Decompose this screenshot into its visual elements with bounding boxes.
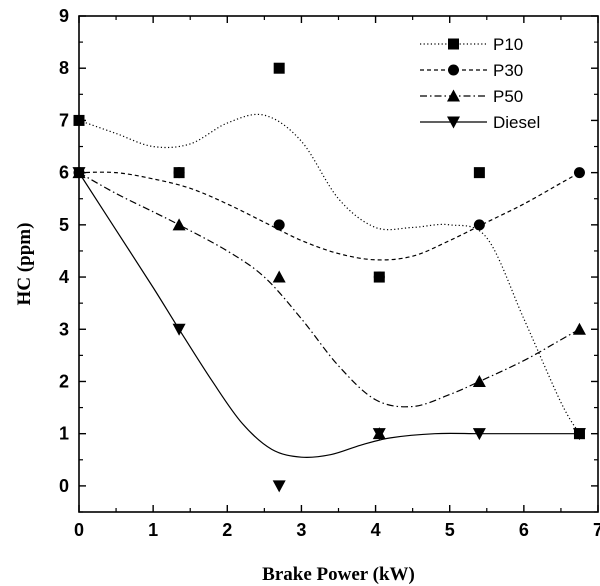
axis-ticks: 0 1 2 3 4 5 6 7 0 1 2 3 4 5 6 7 8 9 [59,6,600,540]
x-tick-label: 0 [74,520,84,540]
y-tick-label: 8 [59,58,69,78]
y-tick-label: 4 [59,267,69,287]
legend-label-diesel: Diesel [493,113,540,132]
y-tick-label: 2 [59,371,69,391]
series-line-p10 [78,113,580,434]
data-point-diesel [372,428,386,441]
x-tick-label: 5 [445,520,455,540]
series-line-p30 [78,171,580,261]
legend-marker-diesel [447,116,460,129]
legend: P10 P30 P50 Diesel [420,35,540,132]
y-tick-label: 3 [59,319,69,339]
data-point-diesel [572,428,586,441]
series-line-diesel [78,172,580,459]
legend-entry-p10: P10 [420,35,523,54]
data-point-p30 [173,167,185,179]
data-point-p30 [373,271,385,283]
data-point-p30 [473,219,485,231]
x-tick-label: 4 [371,520,381,540]
legend-entry-p30: P30 [420,61,523,80]
x-tick-label: 1 [148,520,158,540]
data-point-p50 [472,374,486,387]
legend-marker-p50 [447,89,460,102]
x-tick-label: 3 [296,520,306,540]
y-tick-label: 7 [59,110,69,130]
legend-label-p30: P30 [493,61,523,80]
data-point-p30 [273,219,285,231]
y-tick-label: 1 [59,424,69,444]
data-point-p50 [272,270,286,283]
data-point-p10 [273,62,285,74]
legend-marker-p30 [448,64,459,76]
y-tick-label: 6 [59,163,69,183]
y-tick-label: 0 [59,476,69,496]
x-axis-title: Brake Power (kW) [262,564,415,585]
y-tick-label: 5 [59,215,69,235]
legend-label-p50: P50 [493,87,523,106]
legend-entry-p50: P50 [420,87,523,106]
data-point-p30 [573,167,585,179]
y-tick-label: 9 [59,6,69,26]
x-tick-label: 6 [519,520,529,540]
data-point-p50 [172,218,186,231]
series-line-p50 [78,172,580,408]
data-point-diesel [272,480,286,493]
data-point-diesel [172,323,186,336]
x-tick-label: 7 [593,520,600,540]
legend-marker-p10 [448,38,459,50]
x-tick-label: 2 [222,520,232,540]
data-point-diesel [472,428,486,441]
fit-curves [78,113,580,459]
legend-label-p10: P10 [493,35,523,54]
data-point-p10 [473,167,485,179]
data-point-p50 [572,322,586,335]
y-axis-title: HC (ppm) [14,223,35,306]
legend-entry-diesel: Diesel [420,113,540,132]
